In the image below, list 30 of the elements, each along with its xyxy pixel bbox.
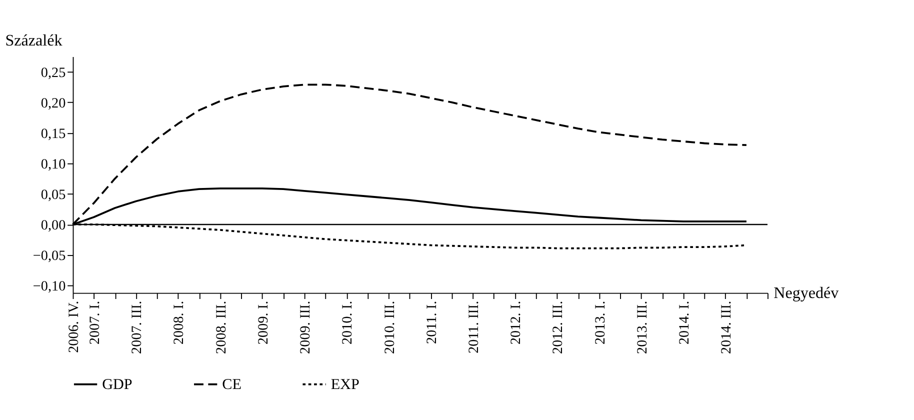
y-axis-title: Százalék	[5, 32, 64, 50]
y-tick-label: 0,00	[40, 218, 66, 234]
x-tick-label: 2013. I.	[592, 300, 608, 345]
legend-label: CE	[222, 377, 242, 394]
y-tick-label: 0,10	[40, 156, 66, 173]
x-tick-label: 2010. I.	[340, 300, 356, 345]
x-tick-label: 2012. I.	[508, 300, 524, 345]
y-tick-label: 0,05	[40, 187, 66, 204]
x-tick-label: 2007. I.	[87, 300, 104, 345]
x-tick-label: 2008. III.	[213, 300, 230, 354]
x-tick-label: 2011. I.	[424, 300, 440, 344]
x-tick-label: 2012. III.	[550, 300, 566, 354]
legend-label: EXP	[330, 377, 360, 394]
y-tick-label: 0,20	[40, 96, 66, 112]
x-tick-label: 2008. I.	[171, 300, 188, 345]
x-tick-label: 2011. III.	[466, 300, 482, 354]
x-tick-label: 2014. I.	[676, 300, 692, 345]
y-tick-label: 0,25	[40, 65, 66, 82]
x-tick-label: 2006. IV.	[66, 300, 82, 353]
x-tick-label: 2009. I.	[255, 300, 272, 345]
x-tick-label: 2010. III.	[382, 300, 398, 354]
legend-label: GDP	[102, 377, 132, 394]
x-tick-label: 2014. III.	[718, 300, 735, 354]
x-axis-title: Negyedév	[774, 285, 840, 302]
x-tick-label: 2007. III.	[129, 300, 146, 354]
y-tick-label: −0,10	[32, 278, 66, 295]
y-tick-label: 0,15	[40, 126, 66, 142]
x-tick-label: 2009. III.	[298, 300, 314, 354]
y-tick-label: −0,05	[32, 248, 66, 264]
x-tick-label: 2013. III.	[634, 300, 650, 354]
